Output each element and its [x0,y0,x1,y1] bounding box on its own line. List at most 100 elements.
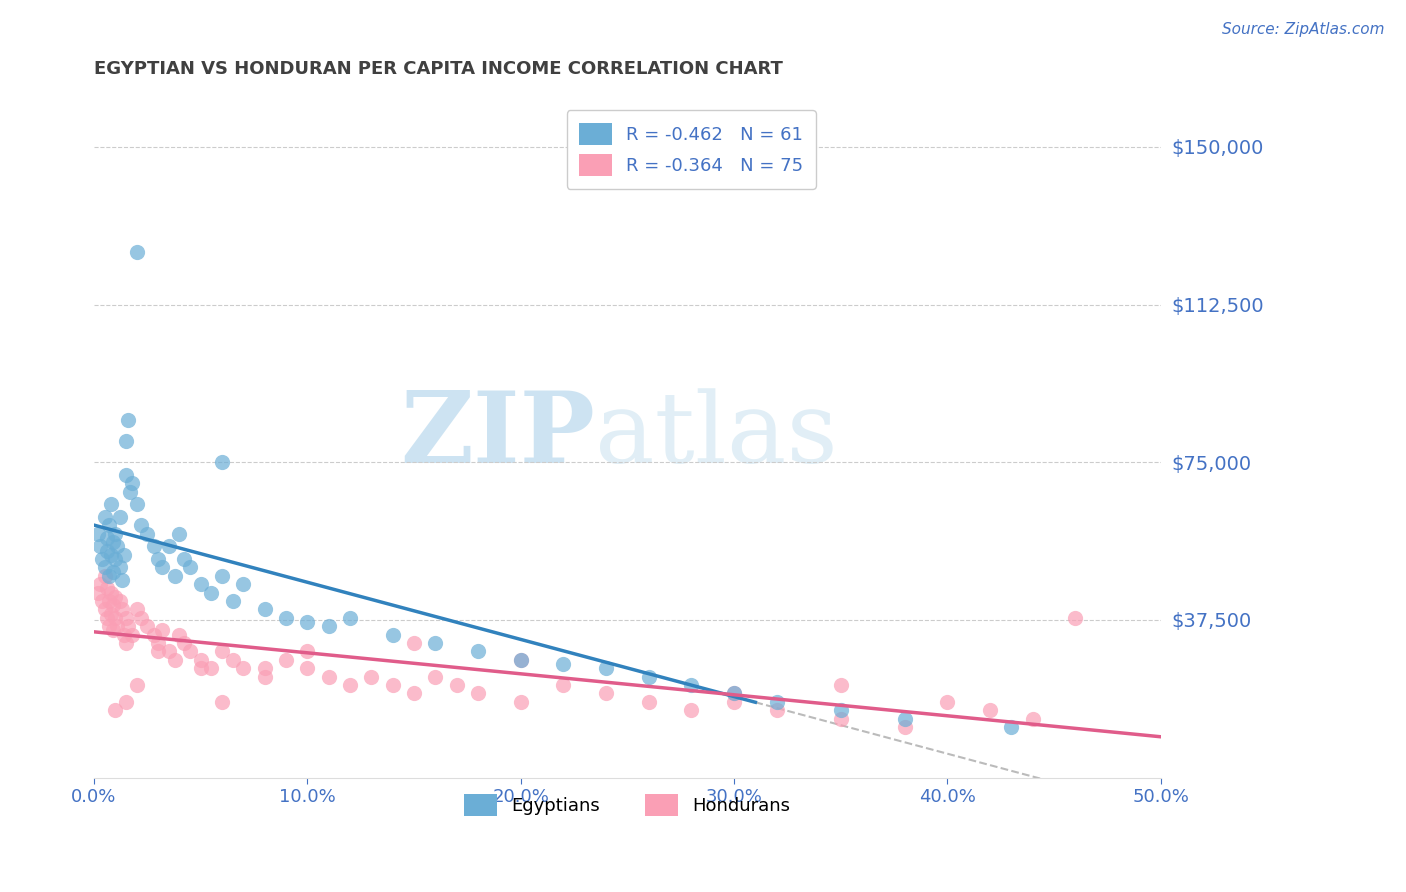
Point [297,661,319,675]
Point [253,602,276,616]
Point [125,497,148,511]
Point [100,497,122,511]
Point [121,476,143,491]
Point [509,653,531,667]
Point [115,636,138,650]
Point [681,678,703,692]
Point [97,568,120,582]
Point [509,695,531,709]
Point [111,573,134,587]
Point [1022,712,1045,726]
Point [637,670,659,684]
Point [425,670,447,684]
Point [104,703,127,717]
Point [211,455,233,469]
Point [173,636,195,650]
Point [104,590,127,604]
Point [117,619,139,633]
Point [96,531,118,545]
Point [108,510,131,524]
Point [163,653,186,667]
Point [129,611,152,625]
Point [125,245,148,260]
Point [381,627,404,641]
Point [221,594,243,608]
Point [117,413,139,427]
Point [112,548,135,562]
Point [93,510,115,524]
Point [93,560,115,574]
Point [108,594,131,608]
Point [723,686,745,700]
Point [553,657,575,671]
Point [169,526,191,541]
Point [93,602,115,616]
Point [125,602,148,616]
Point [101,598,124,612]
Point [339,678,361,692]
Point [142,539,165,553]
Point [136,526,159,541]
Point [274,611,297,625]
Point [446,678,468,692]
Point [553,678,575,692]
Point [97,619,120,633]
Point [200,661,222,675]
Point [101,565,124,579]
Point [211,695,233,709]
Point [221,653,243,667]
Point [125,678,148,692]
Point [339,611,361,625]
Point [179,560,201,574]
Point [190,661,212,675]
Point [104,611,127,625]
Point [146,644,169,658]
Text: EGYPTIAN VS HONDURAN PER CAPITA INCOME CORRELATION CHART: EGYPTIAN VS HONDURAN PER CAPITA INCOME C… [94,60,783,78]
Point [595,686,617,700]
Point [297,644,319,658]
Point [112,627,135,641]
Point [163,568,186,582]
Point [150,624,173,638]
Point [402,686,425,700]
Point [136,619,159,633]
Point [979,703,1001,717]
Point [232,577,254,591]
Point [115,611,138,625]
Point [157,539,180,553]
Point [765,695,787,709]
Point [467,686,489,700]
Point [169,627,191,641]
Point [101,624,124,638]
Point [96,543,118,558]
Point [830,678,852,692]
Point [87,526,110,541]
Legend: Egyptians, Hondurans: Egyptians, Hondurans [457,787,797,823]
Point [142,627,165,641]
Point [936,695,959,709]
Point [108,560,131,574]
Point [893,712,915,726]
Point [91,552,114,566]
Point [211,644,233,658]
Point [104,552,127,566]
Point [318,670,340,684]
Point [253,661,276,675]
Point [111,602,134,616]
Point [893,720,915,734]
Point [120,484,142,499]
Point [89,577,111,591]
Point [723,695,745,709]
Point [146,552,169,566]
Point [150,560,173,574]
Point [96,611,118,625]
Point [360,670,382,684]
Point [179,644,201,658]
Point [253,670,276,684]
Point [595,661,617,675]
Point [637,695,659,709]
Point [96,582,118,596]
Point [509,653,531,667]
Point [173,552,195,566]
Point [190,577,212,591]
